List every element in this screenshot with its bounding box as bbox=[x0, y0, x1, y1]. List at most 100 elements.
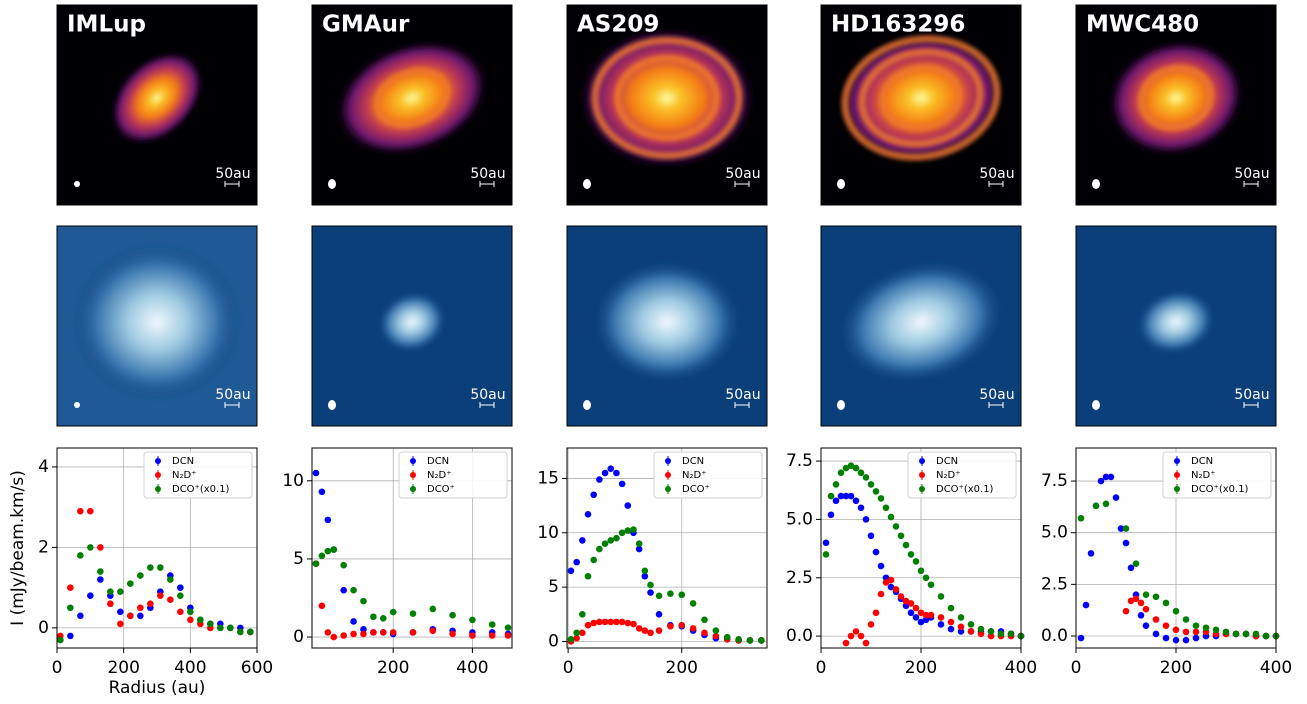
x-tick-label: 400 bbox=[1260, 658, 1292, 678]
data-point bbox=[360, 631, 367, 638]
data-point bbox=[67, 584, 74, 591]
data-point bbox=[137, 604, 144, 611]
data-point bbox=[429, 606, 436, 613]
scale-label: 50au bbox=[725, 166, 760, 182]
beam bbox=[837, 179, 845, 189]
x-tick-label: 0 bbox=[1071, 658, 1082, 678]
data-point bbox=[197, 617, 204, 624]
disk-name: MWC480 bbox=[1086, 12, 1199, 38]
data-point bbox=[573, 629, 580, 636]
data-point bbox=[360, 598, 367, 605]
data-point bbox=[217, 625, 224, 632]
data-point bbox=[858, 633, 865, 640]
data-point bbox=[1113, 494, 1120, 501]
data-point bbox=[978, 626, 985, 633]
data-point bbox=[938, 614, 945, 621]
data-point bbox=[410, 629, 417, 636]
data-point bbox=[619, 481, 626, 488]
y-tick-label: 10 bbox=[537, 523, 559, 543]
data-point bbox=[579, 611, 586, 618]
scale-label: 50au bbox=[725, 387, 760, 403]
data-point bbox=[968, 621, 975, 628]
data-point bbox=[656, 611, 663, 618]
data-point bbox=[380, 615, 387, 622]
scale-label: 50au bbox=[470, 166, 505, 182]
scale-label: 50au bbox=[470, 387, 505, 403]
data-point bbox=[908, 551, 915, 558]
x-tick-label: 200 bbox=[107, 658, 139, 678]
legend-label: DCN bbox=[682, 456, 704, 467]
data-point bbox=[619, 619, 626, 626]
data-point bbox=[1173, 608, 1180, 615]
scale-label: 50au bbox=[979, 166, 1014, 182]
y-tick-label: 2.5 bbox=[786, 568, 813, 588]
y-tick-label: 0.0 bbox=[1041, 626, 1068, 646]
data-point bbox=[878, 591, 885, 598]
data-point bbox=[449, 631, 456, 638]
data-point bbox=[187, 608, 194, 615]
data-point bbox=[701, 629, 708, 636]
data-point bbox=[619, 529, 626, 536]
data-point bbox=[117, 588, 124, 595]
data-point bbox=[1153, 631, 1160, 638]
data-point bbox=[1213, 627, 1220, 634]
data-point bbox=[1133, 560, 1140, 567]
data-point bbox=[350, 587, 357, 594]
legend-label: DCO⁺ bbox=[427, 484, 455, 495]
data-point bbox=[1193, 629, 1200, 636]
data-point bbox=[863, 474, 870, 481]
data-point bbox=[893, 586, 900, 593]
data-point bbox=[590, 557, 597, 564]
y-tick-label: 0.0 bbox=[786, 626, 813, 646]
data-point bbox=[1093, 503, 1100, 510]
data-point bbox=[340, 562, 347, 569]
data-point bbox=[833, 497, 840, 504]
data-point bbox=[1173, 627, 1180, 634]
beam bbox=[837, 400, 845, 410]
disk-name: GMAur bbox=[322, 12, 410, 38]
data-point bbox=[928, 612, 935, 619]
data-point bbox=[167, 576, 174, 583]
data-point bbox=[1203, 624, 1210, 631]
data-point bbox=[1078, 635, 1085, 642]
data-point bbox=[642, 568, 649, 575]
data-point bbox=[607, 619, 614, 626]
data-point bbox=[77, 552, 84, 559]
data-point bbox=[678, 622, 685, 629]
data-point bbox=[713, 627, 720, 634]
data-point bbox=[1163, 635, 1170, 642]
data-point bbox=[958, 623, 965, 630]
data-point bbox=[667, 623, 674, 630]
data-point bbox=[858, 504, 865, 511]
data-point bbox=[624, 502, 631, 509]
data-point bbox=[97, 544, 104, 551]
legend-marker bbox=[155, 458, 161, 464]
data-point bbox=[908, 600, 915, 607]
data-point bbox=[998, 630, 1005, 637]
data-point bbox=[843, 640, 850, 647]
legend-label: N₂D⁺ bbox=[427, 470, 451, 481]
data-point bbox=[898, 532, 905, 539]
data-point bbox=[823, 551, 830, 558]
data-point bbox=[370, 629, 377, 636]
data-point bbox=[873, 488, 880, 495]
data-point bbox=[237, 629, 244, 636]
data-point bbox=[873, 609, 880, 616]
data-point bbox=[1103, 500, 1110, 507]
data-point bbox=[868, 481, 875, 488]
data-point bbox=[325, 548, 332, 555]
data-point bbox=[319, 488, 326, 495]
data-point bbox=[853, 497, 860, 504]
legend-label: DCN bbox=[1191, 456, 1213, 467]
data-point bbox=[1123, 525, 1130, 532]
data-point bbox=[107, 600, 114, 607]
data-point bbox=[579, 537, 586, 544]
data-point bbox=[137, 613, 144, 620]
data-point bbox=[340, 632, 347, 639]
x-tick-label: 200 bbox=[666, 658, 698, 678]
scale-label: 50au bbox=[979, 387, 1014, 403]
data-point bbox=[410, 610, 417, 617]
disk-emission bbox=[577, 26, 757, 170]
beam bbox=[328, 179, 336, 189]
data-point bbox=[630, 621, 637, 628]
